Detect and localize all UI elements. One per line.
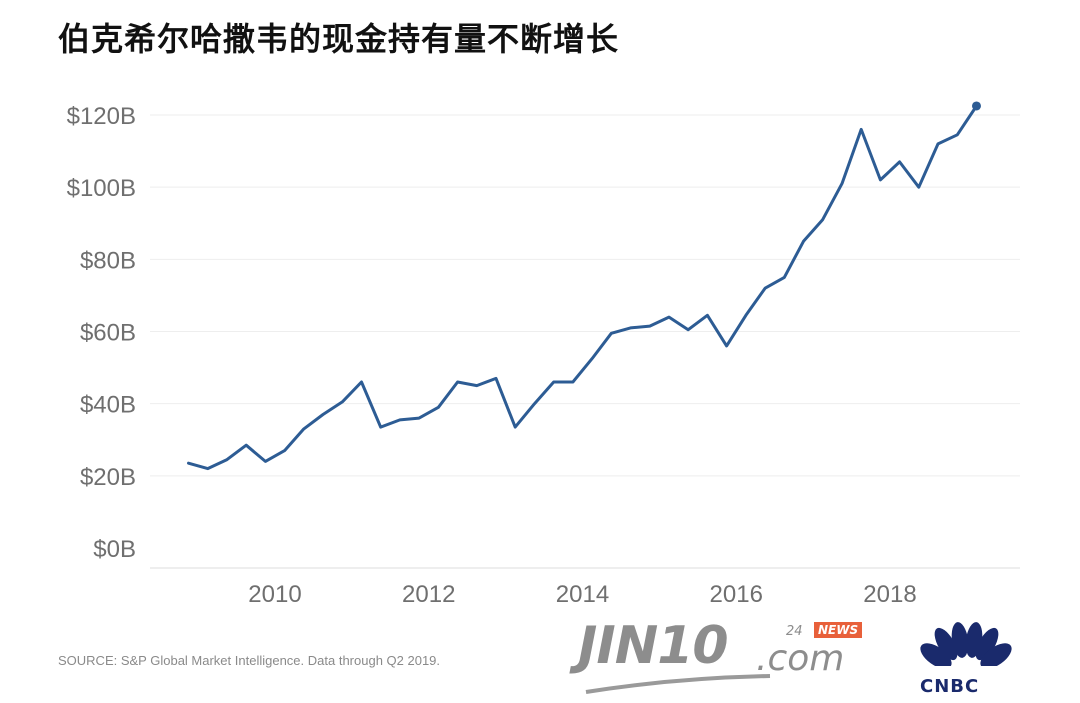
series-line <box>187 104 978 471</box>
y-tick-label: $20B <box>80 464 136 491</box>
y-tick-label: $40B <box>80 392 136 419</box>
x-tick-label: 2012 <box>402 581 455 608</box>
y-tick-label: $60B <box>80 320 136 347</box>
watermark-domain: .com <box>756 638 845 679</box>
jin10-watermark: JIN10 .com 24 NEWS <box>578 612 878 702</box>
data-point <box>971 101 981 111</box>
series-layer <box>187 101 981 471</box>
watermark-swoosh-icon <box>585 674 771 694</box>
x-tick-label: 2016 <box>710 581 763 608</box>
chart-title: 伯克希尔哈撒韦的现金持有量不断增长 <box>58 20 620 58</box>
y-tick-label: $120B <box>67 103 136 130</box>
y-tick-label: $0B <box>93 536 136 563</box>
watermark-brand: JIN10 <box>578 616 729 676</box>
x-tick-label: 2010 <box>248 581 301 608</box>
y-tick-label: $100B <box>67 175 136 202</box>
y-axis-ticks: $0B $20B $40B $60B $80B $100B $120B <box>67 103 136 563</box>
peacock-icon <box>920 622 1012 676</box>
cnbc-logo: CNBC <box>914 622 1014 700</box>
x-axis-ticks: 2010 2012 2014 2016 2018 <box>248 581 916 608</box>
y-tick-label: $80B <box>80 247 136 274</box>
x-tick-label: 2018 <box>863 581 916 608</box>
grid-lines <box>150 114 1020 569</box>
x-tick-label: 2014 <box>556 581 609 608</box>
source-note: SOURCE: S&P Global Market Intelligence. … <box>58 653 441 668</box>
watermark-news-badge: NEWS <box>814 622 863 638</box>
watermark-tag-number: 24 <box>786 624 803 639</box>
cnbc-logo-text: CNBC <box>920 676 980 697</box>
